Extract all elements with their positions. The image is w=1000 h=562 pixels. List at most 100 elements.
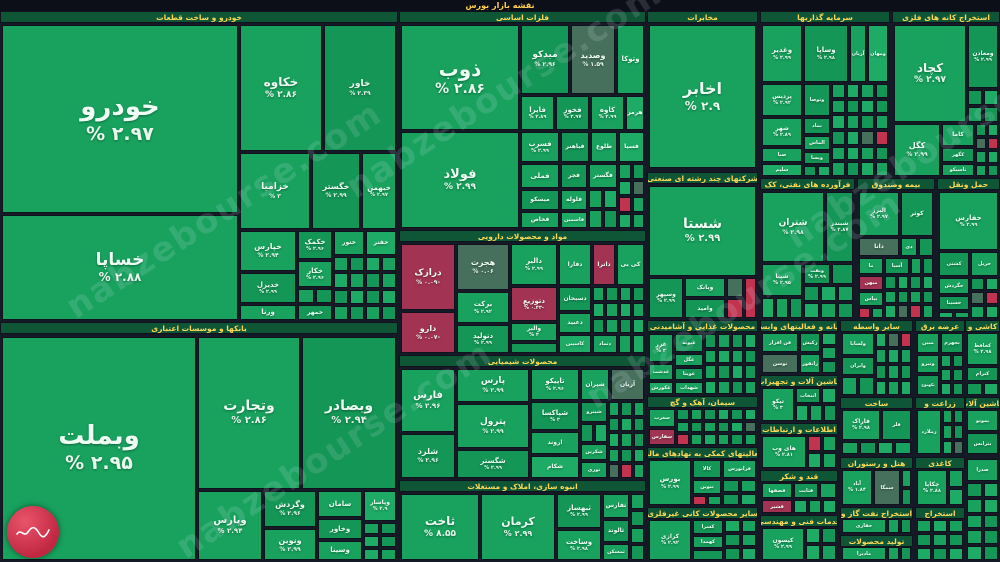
stock-tile-حفاری[interactable]: حفاری bbox=[842, 519, 886, 533]
stock-tile-small[interactable] bbox=[822, 528, 836, 543]
stock-tile-آسیا[interactable]: آسیا bbox=[885, 258, 909, 274]
stock-tile-small[interactable] bbox=[744, 434, 756, 445]
stock-tile-قشیر[interactable]: قشیر bbox=[762, 500, 792, 513]
stock-tile-وساپا[interactable]: وساپا ۲.۹۸ % bbox=[804, 25, 848, 82]
stock-tile-small[interactable] bbox=[897, 276, 908, 289]
stock-tile-small[interactable] bbox=[832, 264, 853, 284]
stock-tile-small[interactable] bbox=[744, 409, 756, 420]
stock-tile-small[interactable] bbox=[690, 409, 702, 420]
stock-tile-small[interactable] bbox=[823, 436, 836, 451]
stock-tile-غزر[interactable]: غزر ۳ % bbox=[649, 334, 673, 362]
stock-tile-تیکو[interactable]: تیکو ۳ % bbox=[762, 388, 794, 421]
stock-tile-small[interactable] bbox=[382, 273, 396, 288]
stock-tile-small[interactable] bbox=[861, 84, 874, 98]
stock-tile-small[interactable] bbox=[731, 365, 743, 379]
stock-tile-small[interactable] bbox=[832, 115, 845, 129]
stock-tile-خکاوه[interactable]: خکاوه ۲.۸۶ % bbox=[240, 25, 322, 151]
stock-tile-small[interactable] bbox=[900, 333, 911, 347]
stock-tile-فولاد[interactable]: فولاد ۲.۹۹ % bbox=[401, 132, 519, 228]
stock-tile-انتخاب[interactable]: انتخاب bbox=[796, 388, 820, 403]
stock-tile-small[interactable] bbox=[971, 292, 984, 304]
stock-tile-small[interactable] bbox=[808, 500, 822, 513]
stock-tile-small[interactable] bbox=[621, 464, 632, 478]
stock-tile-وگردش[interactable]: وگردش ۲.۹۶ % bbox=[264, 491, 316, 527]
stock-tile-small[interactable] bbox=[316, 289, 332, 303]
stock-tile-small[interactable] bbox=[632, 287, 644, 301]
stock-tile-میدکو[interactable]: میدکو ۲.۹۶ % bbox=[521, 25, 569, 94]
stock-tile-small[interactable] bbox=[933, 548, 947, 560]
stock-tile-small[interactable] bbox=[967, 530, 982, 545]
stock-tile-small[interactable] bbox=[967, 514, 982, 529]
stock-tile-شپاکسا[interactable]: شپاکسا ۳ % bbox=[531, 402, 579, 430]
stock-tile-small[interactable] bbox=[859, 442, 876, 454]
stock-tile-small[interactable] bbox=[632, 319, 644, 333]
stock-tile-small[interactable] bbox=[967, 546, 982, 560]
stock-tile-فاراک[interactable]: فاراک ۲.۹۸ % bbox=[842, 410, 880, 440]
stock-tile-small[interactable] bbox=[821, 286, 836, 301]
stock-tile-small[interactable] bbox=[953, 355, 963, 367]
stock-tile-small[interactable] bbox=[820, 483, 836, 498]
stock-tile-small[interactable] bbox=[888, 547, 899, 560]
stock-tile-حفارس[interactable]: حفارس ۲.۹۹ % bbox=[939, 192, 998, 250]
stock-tile-سفارس[interactable]: سفارس bbox=[649, 429, 675, 445]
stock-tile-small[interactable] bbox=[976, 151, 986, 163]
stock-tile-small[interactable] bbox=[381, 536, 396, 547]
stock-tile-رکیش[interactable]: رکیش bbox=[800, 333, 820, 352]
stock-tile-small[interactable] bbox=[718, 349, 730, 363]
stock-tile-خکمک[interactable]: خکمک ۲.۹۶ % bbox=[298, 231, 332, 259]
stock-tile-small[interactable] bbox=[705, 380, 717, 394]
stock-tile-small[interactable] bbox=[609, 433, 620, 447]
stock-tile-small[interactable] bbox=[861, 99, 874, 114]
stock-tile-small[interactable] bbox=[604, 210, 617, 228]
stock-tile-ونوین[interactable]: ونوین ۲.۹۹ % bbox=[264, 529, 316, 560]
stock-tile-small[interactable] bbox=[741, 520, 756, 532]
stock-tile-small[interactable] bbox=[619, 303, 631, 317]
stock-tile-small[interactable] bbox=[902, 488, 911, 505]
stock-tile-ختور[interactable]: ختور bbox=[334, 231, 364, 255]
stock-tile-small[interactable] bbox=[923, 258, 933, 274]
stock-tile-small[interactable] bbox=[727, 299, 743, 318]
stock-tile-small[interactable] bbox=[718, 365, 730, 379]
stock-tile-ویسا[interactable]: ویسا bbox=[804, 152, 830, 164]
stock-tile-فجر[interactable]: فجر bbox=[561, 164, 587, 188]
stock-tile-small[interactable] bbox=[804, 286, 819, 301]
stock-tile-وپاسار[interactable]: وپاسار ۲.۹ % bbox=[364, 491, 396, 521]
stock-tile-small[interactable] bbox=[933, 534, 947, 546]
stock-tile-small[interactable] bbox=[350, 305, 364, 320]
stock-tile-small[interactable] bbox=[900, 547, 911, 560]
stock-tile-small[interactable] bbox=[919, 238, 933, 256]
stock-tile-small[interactable] bbox=[988, 164, 998, 176]
stock-tile-small[interactable] bbox=[593, 287, 605, 301]
stock-tile-small[interactable] bbox=[949, 470, 963, 487]
stock-tile-small[interactable] bbox=[723, 480, 739, 492]
stock-tile-small[interactable] bbox=[619, 335, 631, 353]
stock-tile-small[interactable] bbox=[589, 190, 602, 208]
stock-tile-ولساپا[interactable]: ولساپا bbox=[842, 333, 874, 355]
stock-tile-small[interactable] bbox=[983, 383, 998, 395]
stock-tile-small[interactable] bbox=[718, 334, 730, 348]
stock-tile-small[interactable] bbox=[633, 464, 644, 478]
stock-tile-small[interactable] bbox=[366, 273, 380, 288]
stock-tile-والبر[interactable]: والبر ۳ % bbox=[511, 323, 557, 341]
stock-tile-small[interactable] bbox=[846, 162, 859, 176]
stock-tile-small[interactable] bbox=[776, 298, 788, 318]
stock-tile-بکهنوج[interactable]: بکهنوج bbox=[917, 375, 939, 395]
stock-tile-small[interactable] bbox=[984, 107, 998, 122]
stock-tile-small[interactable] bbox=[917, 548, 931, 560]
stock-tile-اروند[interactable]: اروند bbox=[531, 432, 579, 454]
stock-tile-small[interactable] bbox=[741, 548, 756, 560]
stock-tile-small[interactable] bbox=[677, 409, 689, 420]
stock-tile-small[interactable] bbox=[933, 520, 947, 532]
stock-tile-small[interactable] bbox=[631, 545, 644, 560]
stock-tile-دانا[interactable]: دانا bbox=[859, 238, 899, 256]
stock-tile-small[interactable] bbox=[846, 99, 859, 114]
stock-tile-small[interactable] bbox=[985, 306, 998, 318]
stock-tile-small[interactable] bbox=[822, 545, 836, 560]
stock-tile-small[interactable] bbox=[838, 286, 853, 301]
stock-tile[interactable] bbox=[745, 278, 756, 318]
stock-tile-small[interactable] bbox=[985, 278, 998, 290]
stock-tile-small[interactable] bbox=[888, 365, 899, 379]
stock-tile-دفارا[interactable]: دفارا bbox=[559, 244, 591, 285]
stock-tile-دسبحا[interactable] bbox=[511, 343, 557, 353]
stock-tile-آریان[interactable]: آریان bbox=[850, 25, 866, 82]
